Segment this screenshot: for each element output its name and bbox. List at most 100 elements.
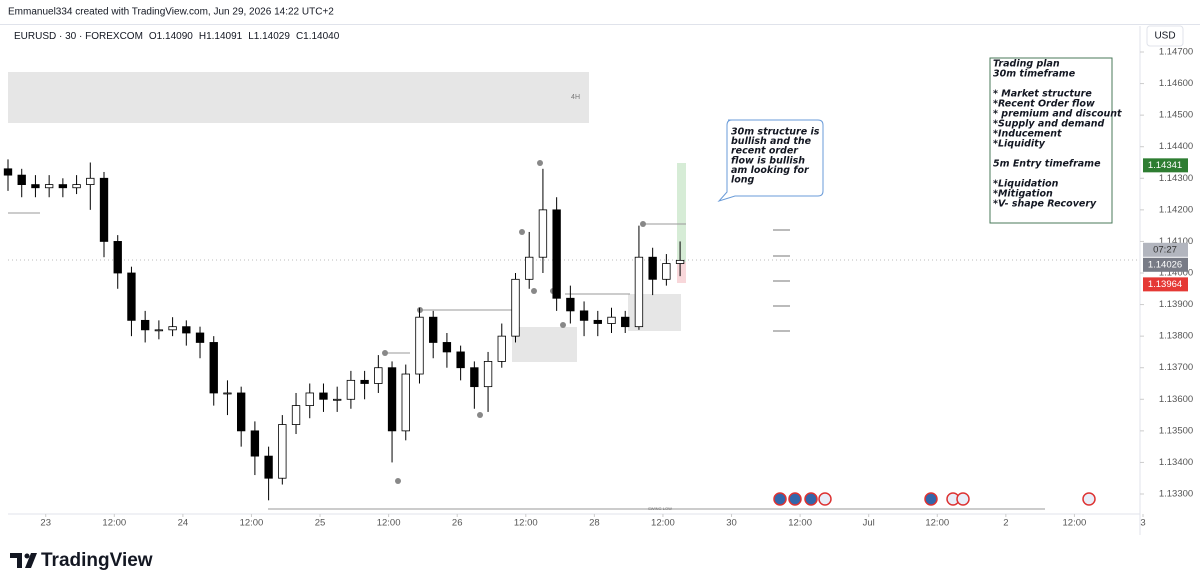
price-label-box [1143, 158, 1188, 173]
bias-line: flow is bullish [731, 155, 805, 166]
candle-body [566, 297, 575, 312]
price-label-box [1143, 257, 1188, 272]
candle-body [333, 398, 342, 401]
brand: TradingView [41, 550, 153, 571]
ohlc: C1.14040 [296, 31, 340, 42]
y-tick-label: 1.14000 [1159, 268, 1193, 279]
x-tick-label: 12:00 [788, 518, 812, 529]
y-tick-label: 1.13900 [1159, 299, 1193, 310]
plan-line: * premium and discount [993, 109, 1122, 120]
plan-line: *Inducement [993, 129, 1062, 140]
candle-body [44, 184, 54, 189]
price-label: 1.14026 [1148, 259, 1182, 270]
candle-body [140, 319, 150, 331]
candle-body [346, 379, 356, 400]
candle-body [168, 326, 177, 331]
x-tick-label: 26 [452, 518, 463, 529]
legend: EURUSD · 30 · FOREXCOM O1.14090 H1.14091 L1… [14, 31, 340, 42]
candle-body [58, 184, 68, 189]
candle-body [621, 316, 630, 328]
candle-body [415, 316, 424, 375]
plan-line: *Liquidity [993, 139, 1046, 150]
ohlc: H1.14091 [199, 31, 243, 42]
candle-body [237, 392, 246, 432]
zone [512, 327, 577, 362]
x-tick-label: 12:00 [377, 518, 401, 529]
x-tick-label: 24 [178, 518, 189, 529]
zone-label: 4H [571, 94, 580, 101]
plan-line: *Recent Order flow [993, 99, 1095, 110]
candle-body [607, 316, 616, 324]
price-label: 1.13964 [1148, 279, 1182, 290]
candle-body [223, 392, 232, 395]
candle-body [538, 209, 548, 258]
currency-box[interactable] [1146, 25, 1184, 47]
candle-body [278, 424, 287, 479]
candle-body [648, 256, 657, 280]
candle-body [195, 332, 205, 343]
candle-body [483, 361, 493, 388]
candle-body [456, 351, 465, 369]
plan-line: *Mitigation [993, 189, 1053, 200]
candle-body [72, 184, 81, 189]
plan-line: Trading plan [993, 59, 1060, 70]
y-tick-label: 1.13600 [1159, 394, 1193, 405]
y-tick-label: 1.14600 [1159, 78, 1193, 89]
stop-zone [677, 262, 686, 283]
y-tick-label: 1.13700 [1159, 362, 1193, 373]
target-zone [677, 163, 686, 262]
price-label: 1.14341 [1148, 160, 1182, 171]
candle-body [374, 367, 383, 384]
plan-line: *V- shape Recovery [993, 199, 1097, 210]
y-tick-label: 1.13400 [1159, 457, 1193, 468]
candle-body [525, 256, 534, 280]
x-tick-label: Jul [863, 518, 875, 529]
y-tick-label: 1.13800 [1159, 331, 1193, 342]
candle-body [497, 335, 506, 362]
candle-body [113, 241, 122, 274]
plan-line: 30m timeframe [993, 69, 1076, 80]
plan-box [989, 57, 1113, 224]
candle-body [387, 367, 397, 432]
bias-line: recent order [731, 146, 799, 157]
x-tick-label: 30 [726, 518, 737, 529]
x-tick-label: 12:00 [102, 518, 126, 529]
bias-line: bullish and the [731, 136, 812, 147]
ohlc: L1.14029 [248, 31, 290, 42]
x-tick-label: 2 [1003, 518, 1008, 529]
candle-body [154, 329, 164, 332]
x-tick-label: 12:00 [651, 518, 675, 529]
candle-body [579, 310, 589, 321]
currency[interactable]: USD [1154, 31, 1175, 42]
countdown: 07:27 [1153, 244, 1177, 255]
candle-body [291, 405, 301, 425]
candle-body [31, 184, 40, 189]
attribution: Emmanuel334 created with TradingView.com… [8, 7, 334, 18]
logo [10, 553, 37, 568]
candle-body [360, 379, 369, 384]
candle-body [264, 455, 273, 479]
x-tick-label: 3 [1140, 518, 1145, 529]
bias-line: 30m structure is [731, 127, 820, 138]
swing-label: SWING LOW [648, 506, 672, 511]
candle-body [401, 373, 410, 432]
candle-body [593, 319, 602, 324]
x-tick-label: 12:00 [925, 518, 949, 529]
candle-body [552, 209, 561, 299]
y-tick-label: 1.14500 [1159, 110, 1193, 121]
candle-body [209, 342, 218, 394]
divider [0, 24, 1200, 25]
x-tick-label: 12:00 [514, 518, 538, 529]
symbol: EURUSD · 30 · FOREXCOM [14, 31, 143, 42]
candle-body [305, 392, 314, 407]
plan-line: *Liquidation [993, 179, 1059, 190]
candle-body [99, 177, 109, 242]
price-label-box [1143, 277, 1188, 292]
bias-line: long [731, 175, 755, 186]
bias-bubble [717, 119, 824, 203]
candle-body [127, 272, 136, 321]
candle-body [86, 177, 95, 185]
y-tick-label: 1.13300 [1159, 489, 1193, 500]
countdown-box [1143, 242, 1188, 257]
